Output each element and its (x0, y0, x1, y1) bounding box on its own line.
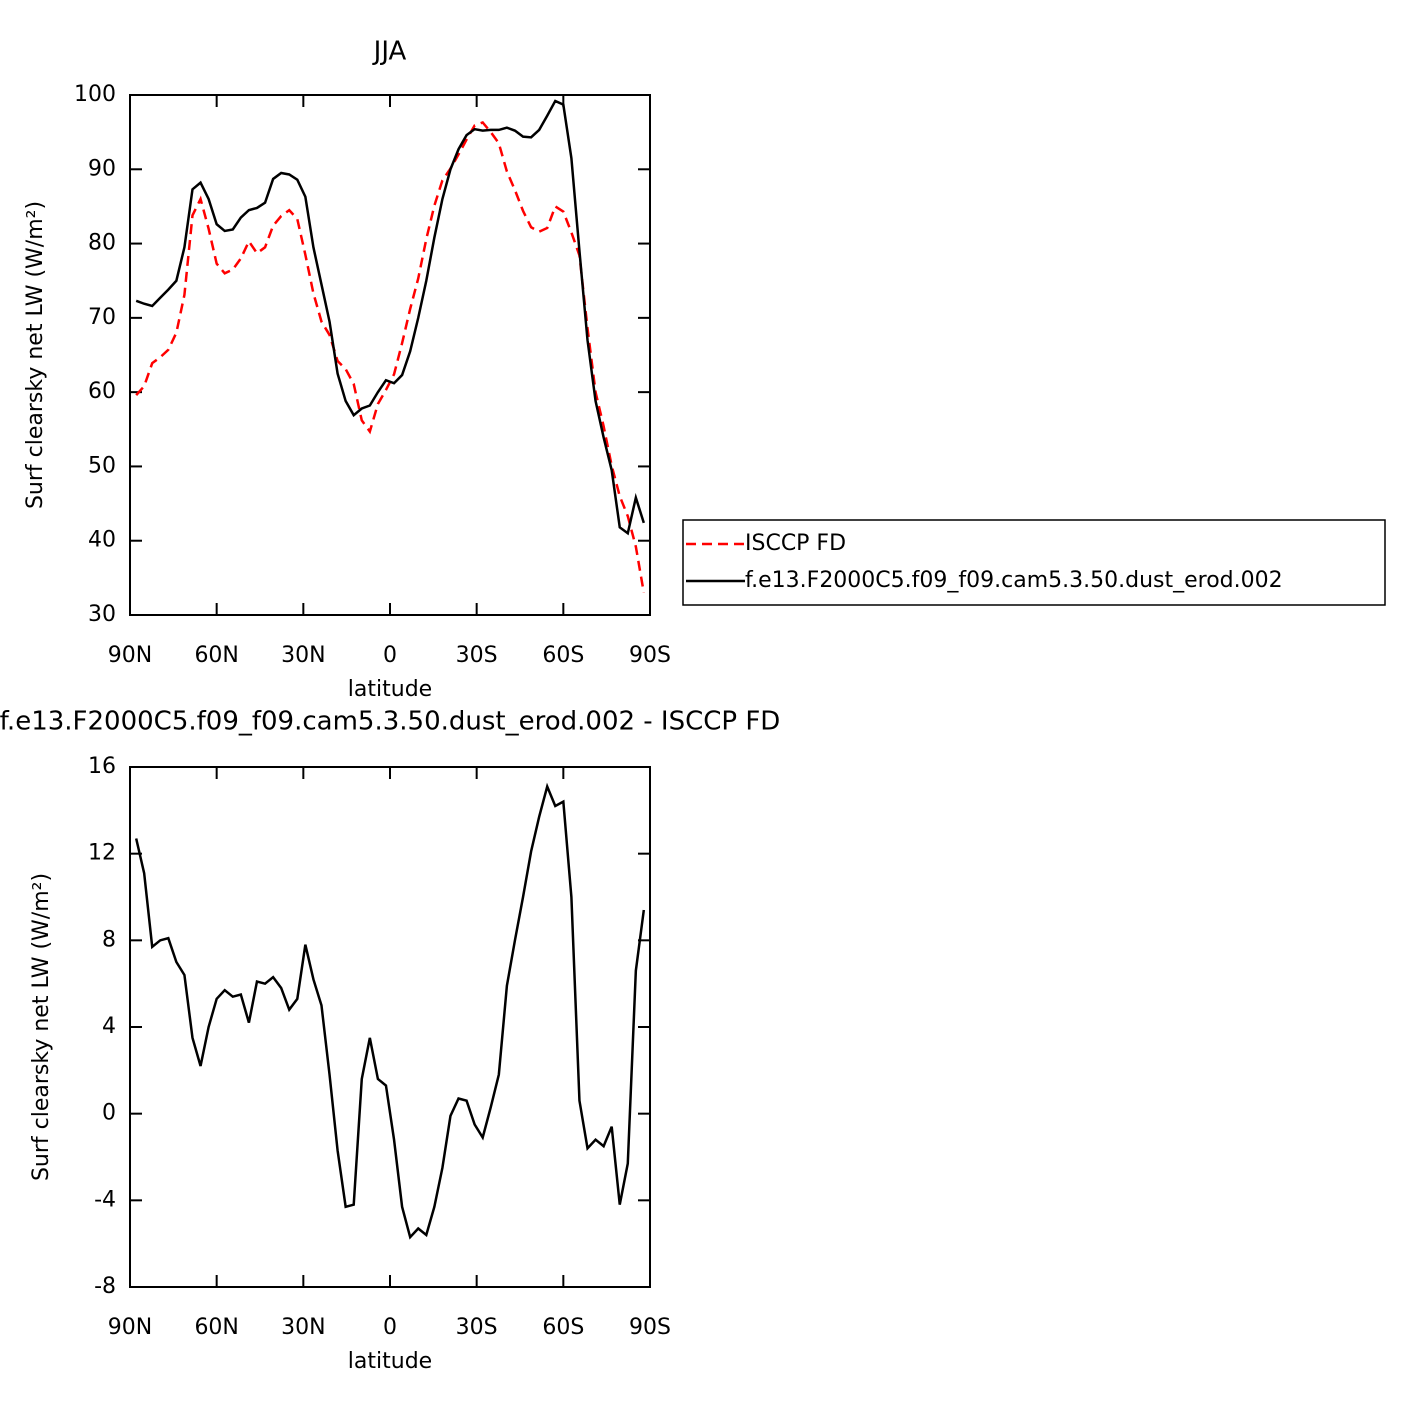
y-tick-label: 70 (88, 305, 116, 330)
data-line (134, 782, 646, 1240)
chart-title: f.e13.F2000C5.f09_f09.cam5.3.50.dust_ero… (0, 707, 780, 737)
y-axis-label: Surf clearsky net LW (W/m²) (29, 873, 54, 1181)
x-tick-label: 90S (629, 1315, 671, 1340)
y-tick-label: 0 (102, 1101, 116, 1126)
x-tick-label: 90N (108, 1315, 152, 1340)
legend-label: ISCCP FD (745, 531, 846, 556)
plot-frame (129, 766, 651, 1288)
y-tick-label: 12 (88, 841, 116, 866)
y-tick-label: -4 (94, 1187, 116, 1212)
y-tick-label: -8 (94, 1274, 116, 1299)
x-tick-label: 30N (281, 643, 325, 668)
y-tick-label: 16 (88, 754, 116, 779)
y-tick-label: 8 (102, 927, 116, 952)
x-tick-label: 90N (108, 643, 152, 668)
x-tick-label: 90S (629, 643, 671, 668)
x-axis-label: latitude (348, 1349, 432, 1374)
x-tick-label: 0 (383, 643, 397, 668)
legend-label: f.e13.F2000C5.f09_f09.cam5.3.50.dust_ero… (745, 568, 1283, 593)
y-axis-label: Surf clearsky net LW (W/m²) (23, 201, 48, 509)
chart-title: JJA (372, 37, 407, 67)
y-tick-label: 90 (88, 156, 116, 181)
y-tick-label: 4 (102, 1014, 116, 1039)
x-tick-label: 0 (383, 1315, 397, 1340)
y-tick-label: 50 (88, 453, 116, 478)
y-tick-label: 60 (88, 379, 116, 404)
x-tick-label: 60S (542, 1315, 584, 1340)
data-line (135, 121, 646, 593)
x-tick-label: 60N (194, 1315, 238, 1340)
x-tick-label: 60N (194, 643, 238, 668)
legend-box (682, 519, 1386, 606)
x-tick-label: 30N (281, 1315, 325, 1340)
y-tick-label: 40 (88, 528, 116, 553)
data-line (135, 99, 646, 536)
y-tick-label: 100 (74, 82, 116, 107)
y-tick-label: 80 (88, 231, 116, 256)
plot-frame (129, 94, 651, 616)
x-tick-label: 30S (456, 1315, 498, 1340)
y-tick-label: 30 (88, 602, 116, 627)
x-axis-label: latitude (348, 677, 432, 702)
x-tick-label: 30S (456, 643, 498, 668)
x-tick-label: 60S (542, 643, 584, 668)
